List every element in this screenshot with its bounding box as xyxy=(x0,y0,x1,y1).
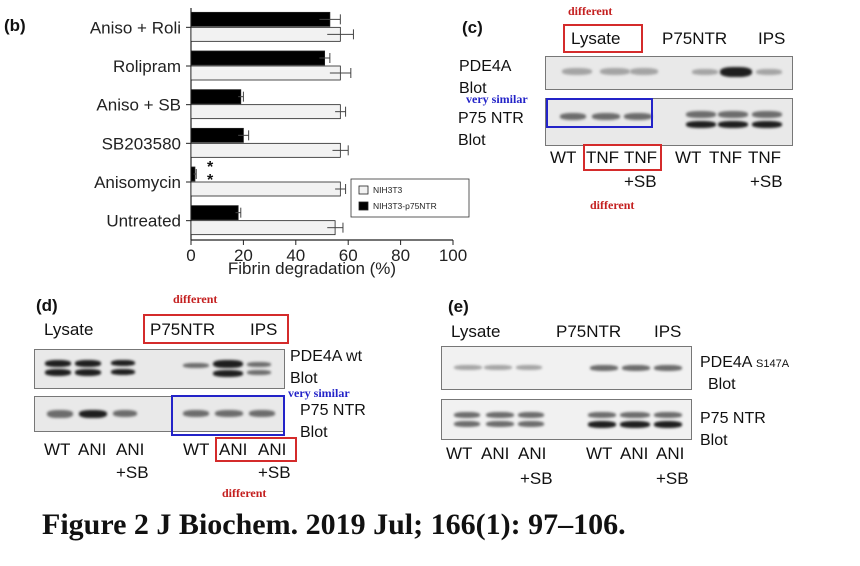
bar-nih3t3 xyxy=(190,181,341,197)
highlight-box-ani-d xyxy=(215,437,297,462)
y-tick-label: SB203580 xyxy=(102,134,181,153)
lane-c-3-sub: +SB xyxy=(624,172,657,191)
bar-p75ntr xyxy=(190,50,326,66)
x-tick-label: 0 xyxy=(186,246,195,265)
lane-c-1: WT xyxy=(550,148,577,167)
lane-c-5: TNF xyxy=(709,148,743,167)
legend-label-p75ntr: NIH3T3-p75NTR xyxy=(373,201,437,211)
note-different-top-d: different xyxy=(173,292,218,306)
note-very-similar-d: very similar xyxy=(288,386,350,400)
lane-c-2: TNF xyxy=(586,148,620,167)
lane-c-3: TNF xyxy=(624,148,658,167)
y-tick-label: Aniso + Roli xyxy=(90,18,181,37)
x-tick-label: 60 xyxy=(339,246,358,265)
blot-p75ntr-e xyxy=(441,399,692,440)
x-axis-label: Fibrin degradation (%) xyxy=(228,259,396,278)
header-lysate-d: Lysate xyxy=(44,320,94,339)
panel-d-label: (d) xyxy=(36,296,58,315)
row-label-pde4a-e-blot: Blot xyxy=(708,376,736,393)
blot-pde4a-e xyxy=(441,346,692,390)
lane-d-5: ANI xyxy=(219,440,248,459)
lane-e-3: ANI xyxy=(518,444,547,463)
lane-e-4: WT xyxy=(586,444,613,463)
header-p75ntr-d: P75NTR xyxy=(150,320,216,339)
lane-c-6: TNF xyxy=(748,148,782,167)
bar-nih3t3 xyxy=(190,104,341,120)
row-label-pde4a-c: PDE4A Blot xyxy=(459,58,511,97)
y-tick-label: Rolipram xyxy=(113,57,181,76)
blot-pde4a-c xyxy=(545,56,793,90)
lane-e-2: ANI xyxy=(481,444,510,463)
lane-e-6-sub: +SB xyxy=(656,469,689,488)
note-different-top-c: different xyxy=(568,4,613,18)
significance-asterisk: * xyxy=(207,159,214,176)
x-tick-label: 40 xyxy=(286,246,305,265)
significance-asterisk: * xyxy=(207,172,214,189)
panel-b-label: (b) xyxy=(4,16,26,35)
bar-nih3t3 xyxy=(190,26,341,42)
lane-d-6: ANI xyxy=(258,440,287,459)
y-tick-label: Aniso + SB xyxy=(96,96,181,115)
bar-nih3t3 xyxy=(190,142,341,158)
row-label-pde4a-e: PDE4A S147A xyxy=(700,352,789,375)
lane-d-2: ANI xyxy=(78,440,107,459)
header-p75ntr-c: P75NTR xyxy=(662,29,728,48)
highlight-box-tnf-c xyxy=(583,144,662,171)
highlight-box-lysate-c xyxy=(563,24,643,53)
header-ips-d: IPS xyxy=(250,320,278,339)
lane-e-1: WT xyxy=(446,444,473,463)
x-tick-label: 100 xyxy=(439,246,467,265)
legend-swatch-p75ntr xyxy=(358,201,369,211)
row-label-p75ntr-c: P75 NTR Blot xyxy=(458,110,524,149)
lane-c-4: WT xyxy=(675,148,702,167)
blot-p75ntr-c xyxy=(545,98,793,146)
highlight-box-similar-c xyxy=(546,98,653,128)
row-label-p75ntr-d: P75 NTR Blot xyxy=(300,402,366,441)
legend-swatch-nih3t3 xyxy=(358,185,369,195)
lane-e-5: ANI xyxy=(620,444,649,463)
legend-label-nih3t3: NIH3T3 xyxy=(373,185,403,195)
lane-e-6: ANI xyxy=(656,444,685,463)
header-ips-c: IPS xyxy=(758,29,786,48)
bar-nih3t3 xyxy=(190,220,336,236)
bar-p75ntr xyxy=(190,89,242,105)
lane-e-3-sub: +SB xyxy=(520,469,553,488)
header-p75ntr-e: P75NTR xyxy=(556,322,622,341)
blot-pde4a-d xyxy=(34,349,285,389)
note-different-bottom-c: different xyxy=(590,198,635,212)
x-tick-label: 80 xyxy=(391,246,410,265)
row-label-pde4a-d: PDE4A wt Blot xyxy=(290,348,363,387)
header-lysate-c: Lysate xyxy=(571,29,621,48)
panel-e-label: (e) xyxy=(448,297,469,316)
note-very-similar-c: very similar xyxy=(466,92,528,106)
row-label-pde4a-e-mutation: S147A xyxy=(756,358,790,370)
bar-nih3t3 xyxy=(190,65,341,81)
lane-d-1: WT xyxy=(44,440,71,459)
lane-d-3: ANI xyxy=(116,440,145,459)
lane-d-3-sub: +SB xyxy=(116,463,149,482)
lane-d-4: WT xyxy=(183,440,210,459)
highlight-box-p75ips-d xyxy=(143,314,289,344)
row-label-pde4a-e-main: PDE4A xyxy=(700,354,752,371)
legend-box xyxy=(350,178,470,218)
x-tick-label: 20 xyxy=(234,246,253,265)
bar-p75ntr xyxy=(190,11,331,27)
fibrin-degradation-chart: 0 20 40 60 80 100 Fibrin degradation (%) Aniso … xyxy=(90,8,470,278)
lane-c-6-sub: +SB xyxy=(750,172,783,191)
header-ips-e: IPS xyxy=(654,322,682,341)
bar-p75ntr xyxy=(190,205,239,221)
blot-p75ntr-d xyxy=(34,396,285,432)
note-different-bottom-d: different xyxy=(222,486,267,500)
lane-d-6-sub: +SB xyxy=(258,463,291,482)
header-lysate-e: Lysate xyxy=(451,322,501,341)
row-label-p75ntr-e: P75 NTR Blot xyxy=(700,410,766,449)
y-tick-label: Anisomycin xyxy=(94,173,181,192)
bar-p75ntr xyxy=(190,127,244,143)
highlight-box-similar-d xyxy=(171,395,285,436)
y-tick-label: Untreated xyxy=(106,212,181,231)
figure-caption: Figure 2 J Biochem. 2019 Jul; 166(1): 97… xyxy=(42,508,626,541)
panel-c-label: (c) xyxy=(462,18,483,37)
